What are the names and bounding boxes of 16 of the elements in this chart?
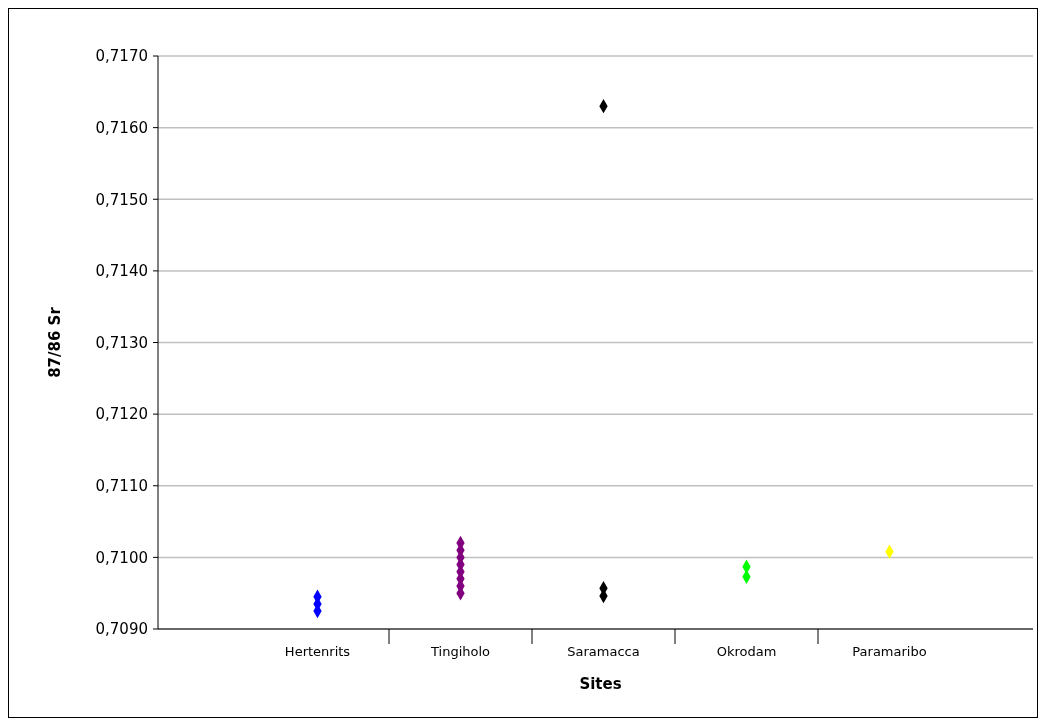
y-tick-label: 0,7110 <box>95 477 148 495</box>
x-axis-title: Sites <box>579 675 622 693</box>
y-axis-title: 87/86 Sr <box>46 306 64 378</box>
x-tick-label: Hertenrits <box>284 644 351 659</box>
y-tick-label: 0,7170 <box>95 47 148 66</box>
x-tick-label: Paramaribo <box>852 644 927 659</box>
y-tick-label: 0,7130 <box>95 333 148 352</box>
y-tick-label: 0,7140 <box>95 262 148 281</box>
x-tick-label: Saramacca <box>567 644 640 659</box>
x-tick-label: Tingiholo <box>429 644 491 659</box>
y-tick-label: 0,7150 <box>95 190 148 209</box>
y-tick-label: 0,7120 <box>95 405 148 424</box>
x-tick-label: Okrodam <box>716 644 777 659</box>
y-tick-label: 0,7090 <box>95 620 148 639</box>
y-tick-label: 0,7100 <box>95 548 148 567</box>
y-tick-label: 0,7160 <box>95 118 148 137</box>
